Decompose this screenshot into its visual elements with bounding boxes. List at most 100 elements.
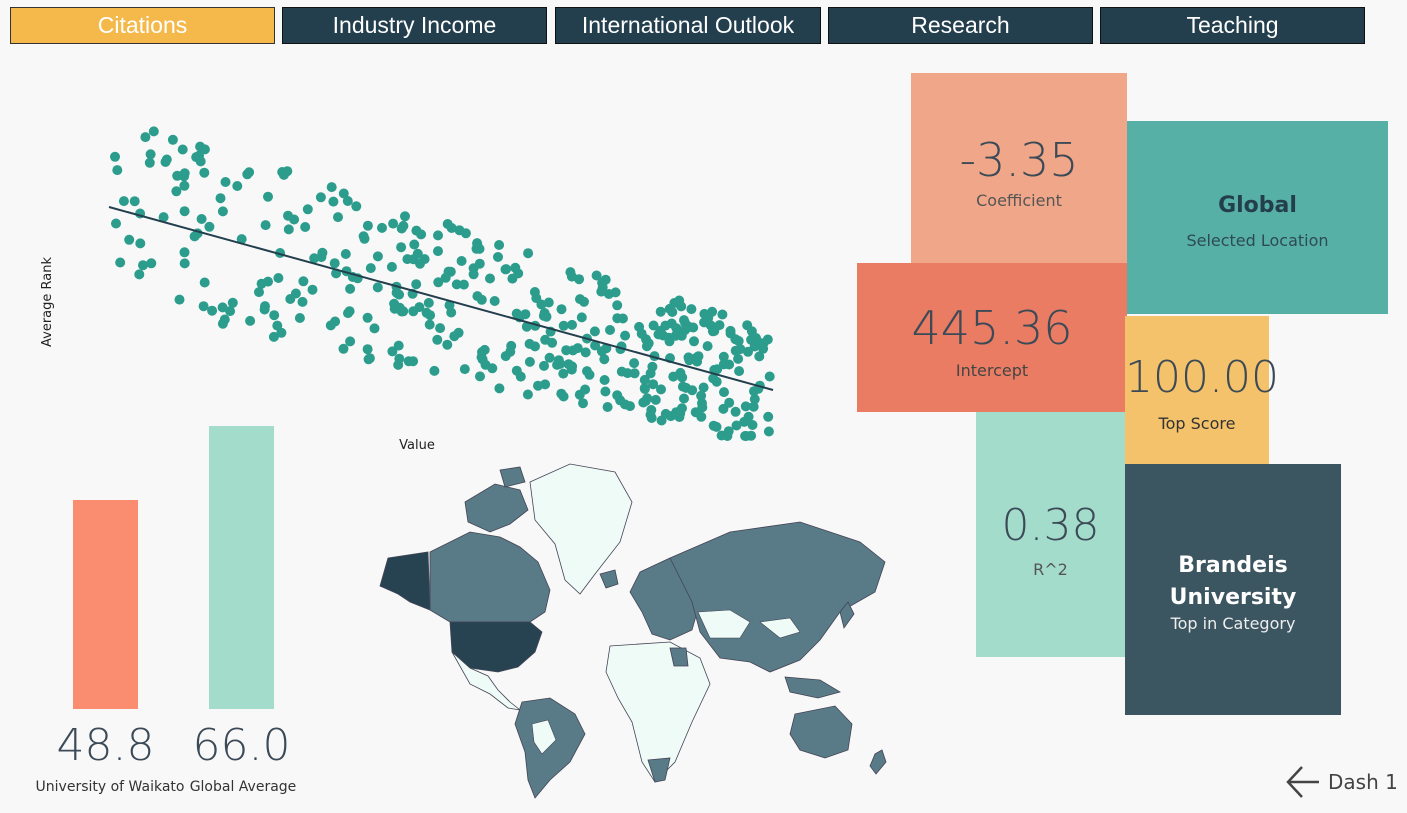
map-mexico[interactable]: [451, 651, 522, 711]
scatter-point[interactable]: [245, 315, 256, 326]
scatter-point[interactable]: [112, 165, 123, 176]
scatter-point[interactable]: [677, 381, 688, 392]
scatter-point[interactable]: [179, 206, 190, 217]
scatter-point[interactable]: [563, 359, 574, 370]
scatter-point[interactable]: [199, 144, 210, 155]
scatter-point[interactable]: [433, 230, 443, 241]
scatter-point[interactable]: [440, 272, 451, 283]
scatter-point[interactable]: [140, 132, 151, 143]
scatter-point[interactable]: [171, 186, 182, 197]
scatter-point[interactable]: [362, 344, 373, 355]
scatter-point[interactable]: [232, 181, 243, 191]
scatter-point[interactable]: [493, 252, 503, 262]
scatter-point[interactable]: [544, 352, 555, 363]
scatter-point[interactable]: [707, 326, 718, 337]
scatter-point[interactable]: [179, 258, 190, 269]
scatter-point[interactable]: [148, 126, 159, 137]
scatter-point[interactable]: [215, 193, 226, 204]
scatter-point[interactable]: [591, 270, 602, 281]
scatter-point[interactable]: [145, 149, 156, 160]
scatter-point[interactable]: [340, 249, 351, 259]
scatter-point[interactable]: [540, 334, 551, 345]
scatter-point[interactable]: [429, 365, 440, 376]
scatter-point[interactable]: [386, 261, 397, 272]
scatter-point[interactable]: [617, 313, 628, 324]
scatter-point[interactable]: [408, 254, 419, 265]
scatter-point[interactable]: [600, 386, 611, 397]
scatter-point[interactable]: [283, 224, 294, 235]
map-arctic-islands[interactable]: [464, 483, 529, 533]
scatter-point[interactable]: [589, 326, 600, 337]
scatter-point[interactable]: [524, 356, 535, 367]
scatter-point[interactable]: [602, 402, 613, 412]
scatter-point[interactable]: [179, 247, 190, 258]
scatter-point[interactable]: [435, 323, 446, 334]
scatter-point[interactable]: [479, 344, 490, 355]
scatter-point[interactable]: [708, 420, 719, 431]
scatter-point[interactable]: [671, 407, 682, 418]
scatter-point[interactable]: [328, 196, 339, 207]
tab-citations[interactable]: Citations: [10, 7, 275, 44]
scatter-point[interactable]: [666, 318, 677, 329]
scatter-point[interactable]: [556, 304, 567, 315]
scatter-point[interactable]: [254, 287, 264, 298]
scatter-point[interactable]: [558, 320, 569, 331]
scatter-point[interactable]: [558, 368, 569, 379]
scatter-point[interactable]: [476, 294, 487, 305]
scatter-point[interactable]: [522, 389, 533, 400]
scatter-point[interactable]: [134, 269, 145, 280]
scatter-point[interactable]: [302, 204, 313, 215]
scatter-point[interactable]: [605, 325, 615, 335]
scatter-point[interactable]: [691, 352, 702, 363]
scatter-point[interactable]: [372, 251, 383, 262]
scatter-point[interactable]: [743, 411, 754, 422]
scatter-point[interactable]: [696, 411, 707, 422]
scatter-point[interactable]: [629, 358, 640, 369]
scatter-point[interactable]: [730, 334, 741, 345]
scatter-point[interactable]: [699, 308, 710, 319]
scatter-point[interactable]: [725, 325, 736, 336]
scatter-point[interactable]: [718, 403, 729, 414]
scatter-point[interactable]: [531, 293, 542, 304]
scatter-point[interactable]: [697, 398, 707, 409]
scatter-point[interactable]: [268, 331, 279, 342]
tab-international-outlook[interactable]: International Outlook: [555, 7, 821, 44]
scatter-point[interactable]: [600, 274, 611, 285]
scatter-point[interactable]: [477, 354, 488, 365]
scatter-point[interactable]: [717, 309, 728, 320]
scatter-point[interactable]: [599, 354, 610, 365]
scatter-point[interactable]: [393, 340, 404, 351]
scatter-point[interactable]: [179, 171, 189, 182]
map-greenland[interactable]: [529, 463, 633, 595]
scatter-point[interactable]: [118, 196, 129, 207]
scatter-point[interactable]: [730, 406, 741, 417]
scatter-point[interactable]: [315, 192, 326, 203]
scatter-point[interactable]: [568, 345, 578, 356]
scatter-point[interactable]: [749, 394, 760, 405]
scatter-point[interactable]: [217, 302, 228, 313]
scatter-point[interactable]: [343, 308, 353, 319]
scatter-point[interactable]: [294, 313, 305, 323]
scatter-point[interactable]: [629, 368, 640, 379]
scatter-point[interactable]: [686, 304, 697, 315]
scatter-point[interactable]: [620, 330, 631, 341]
scatter-point[interactable]: [394, 353, 405, 364]
scatter-point[interactable]: [400, 211, 410, 222]
scatter-point[interactable]: [138, 260, 148, 271]
scatter-point[interactable]: [580, 347, 591, 358]
scatter-point[interactable]: [351, 201, 362, 212]
scatter-point[interactable]: [285, 294, 296, 304]
scatter-point[interactable]: [749, 341, 760, 352]
scatter-point[interactable]: [396, 242, 407, 253]
scatter-point[interactable]: [124, 234, 135, 245]
scatter-point[interactable]: [539, 360, 549, 371]
scatter-point[interactable]: [664, 303, 675, 314]
scatter-point[interactable]: [749, 386, 759, 397]
scatter-point[interactable]: [362, 220, 373, 231]
scatter-point[interactable]: [244, 167, 255, 178]
back-to-dash-button[interactable]: Dash 1: [1284, 762, 1399, 802]
scatter-point[interactable]: [500, 264, 511, 275]
scatter-point[interactable]: [199, 167, 210, 178]
scatter-point[interactable]: [639, 374, 650, 385]
scatter-point[interactable]: [411, 225, 422, 236]
